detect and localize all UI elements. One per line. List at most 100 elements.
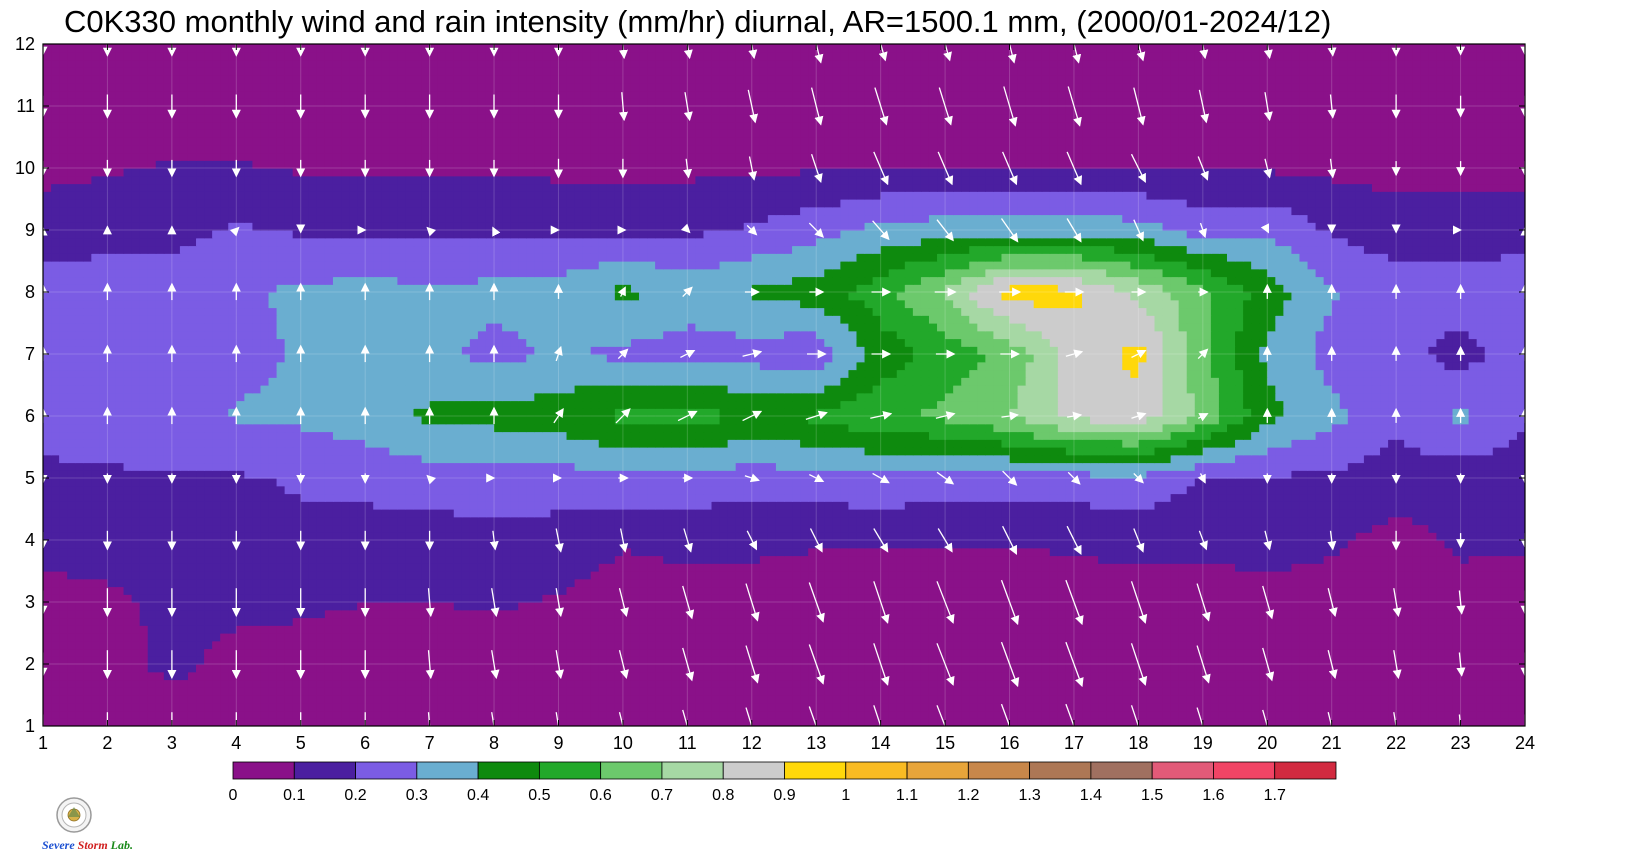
contour-cell — [743, 664, 753, 673]
contour-cell — [647, 656, 656, 665]
contour-cell — [1202, 687, 1212, 696]
contour-cell — [236, 687, 245, 696]
contour-cell — [735, 594, 745, 603]
contour-cell — [598, 540, 608, 549]
contour-cell — [51, 563, 60, 572]
contour-cell — [856, 648, 866, 657]
contour-cell — [856, 547, 866, 557]
contour-cell — [349, 578, 358, 588]
contour-cell — [1122, 617, 1131, 626]
contour-cell — [1073, 586, 1083, 595]
contour-cell — [1436, 555, 1446, 564]
contour-cell — [1154, 671, 1164, 681]
contour-cell — [800, 516, 809, 526]
contour-cell — [381, 656, 390, 665]
contour-cell — [526, 516, 535, 526]
contour-cell — [1251, 532, 1260, 541]
contour-cell — [1363, 633, 1373, 642]
contour-cell — [792, 524, 801, 533]
contour-cell — [880, 578, 890, 588]
contour-cell — [1146, 656, 1156, 665]
contour-cell — [1468, 524, 1478, 533]
contour-cell — [1388, 695, 1397, 704]
contour-cell — [1033, 702, 1043, 712]
contour-cell — [888, 648, 898, 657]
contour-cell — [1130, 516, 1139, 526]
contour-cell — [1291, 609, 1301, 619]
contour-cell — [324, 532, 334, 541]
contour-cell — [268, 540, 278, 549]
contour-cell — [357, 671, 366, 681]
contour-cell — [953, 687, 962, 696]
contour-cell — [1001, 625, 1011, 634]
contour-cell — [727, 633, 737, 642]
contour-cell — [1017, 710, 1027, 719]
contour-cell — [67, 617, 76, 626]
contour-cell — [1146, 578, 1156, 588]
contour-cell — [228, 578, 237, 588]
contour-cell — [357, 586, 366, 595]
contour-cell — [405, 586, 415, 595]
contour-cell — [961, 695, 970, 704]
contour-cell — [276, 594, 286, 603]
contour-cell — [1065, 609, 1075, 619]
contour-cell — [1041, 563, 1051, 572]
contour-cell — [163, 687, 173, 696]
contour-cell — [236, 640, 245, 650]
contour-cell — [824, 633, 833, 642]
contour-cell — [220, 609, 229, 619]
contour-cell — [1347, 609, 1357, 619]
contour-cell — [163, 633, 173, 642]
contour-cell — [1331, 609, 1341, 619]
contour-cell — [985, 625, 995, 634]
contour-cell — [1468, 640, 1478, 650]
contour-cell — [147, 602, 157, 611]
contour-cell — [131, 671, 141, 681]
contour-cell — [99, 710, 109, 719]
contour-cell — [1484, 578, 1494, 588]
contour-cell — [204, 718, 213, 726]
contour-cell — [1275, 687, 1284, 696]
contour-cell — [1194, 516, 1204, 526]
contour-cell — [324, 571, 334, 580]
contour-cell — [413, 555, 423, 564]
contour-cell — [775, 563, 785, 572]
contour-cell — [1283, 594, 1293, 603]
contour-cell — [1339, 671, 1349, 681]
contour-cell — [284, 563, 294, 572]
contour-cell — [1057, 718, 1067, 726]
contour-cell — [389, 609, 398, 619]
contour-cell — [526, 664, 535, 673]
contour-cell — [775, 555, 785, 564]
contour-cell — [1049, 540, 1059, 549]
contour-cell — [365, 710, 374, 719]
contour-cell — [155, 547, 165, 557]
contour-cell — [1516, 640, 1525, 650]
contour-cell — [163, 602, 173, 611]
contour-cell — [550, 571, 560, 580]
contour-cell — [51, 547, 60, 557]
contour-cell — [679, 571, 688, 580]
contour-cell — [1090, 578, 1099, 588]
contour-cell — [349, 617, 358, 626]
contour-cell — [1452, 524, 1462, 533]
contour-cell — [139, 671, 149, 681]
contour-cell — [252, 625, 262, 634]
contour-cell — [244, 648, 254, 657]
contour-cell — [1025, 640, 1035, 650]
contour-cell — [1218, 625, 1228, 634]
contour-cell — [1090, 702, 1099, 712]
contour-cell — [308, 563, 318, 572]
contour-cell — [639, 563, 648, 572]
contour-cell — [1001, 578, 1011, 588]
contour-cell — [566, 532, 576, 541]
contour-cell — [99, 633, 109, 642]
contour-cell — [1355, 625, 1365, 634]
contour-cell — [381, 532, 390, 541]
contour-cell — [719, 671, 729, 681]
contour-cell — [43, 679, 52, 688]
contour-cell — [1082, 532, 1091, 541]
contour-cell — [1162, 602, 1172, 611]
contour-cell — [864, 687, 874, 696]
contour-cell — [969, 625, 978, 634]
